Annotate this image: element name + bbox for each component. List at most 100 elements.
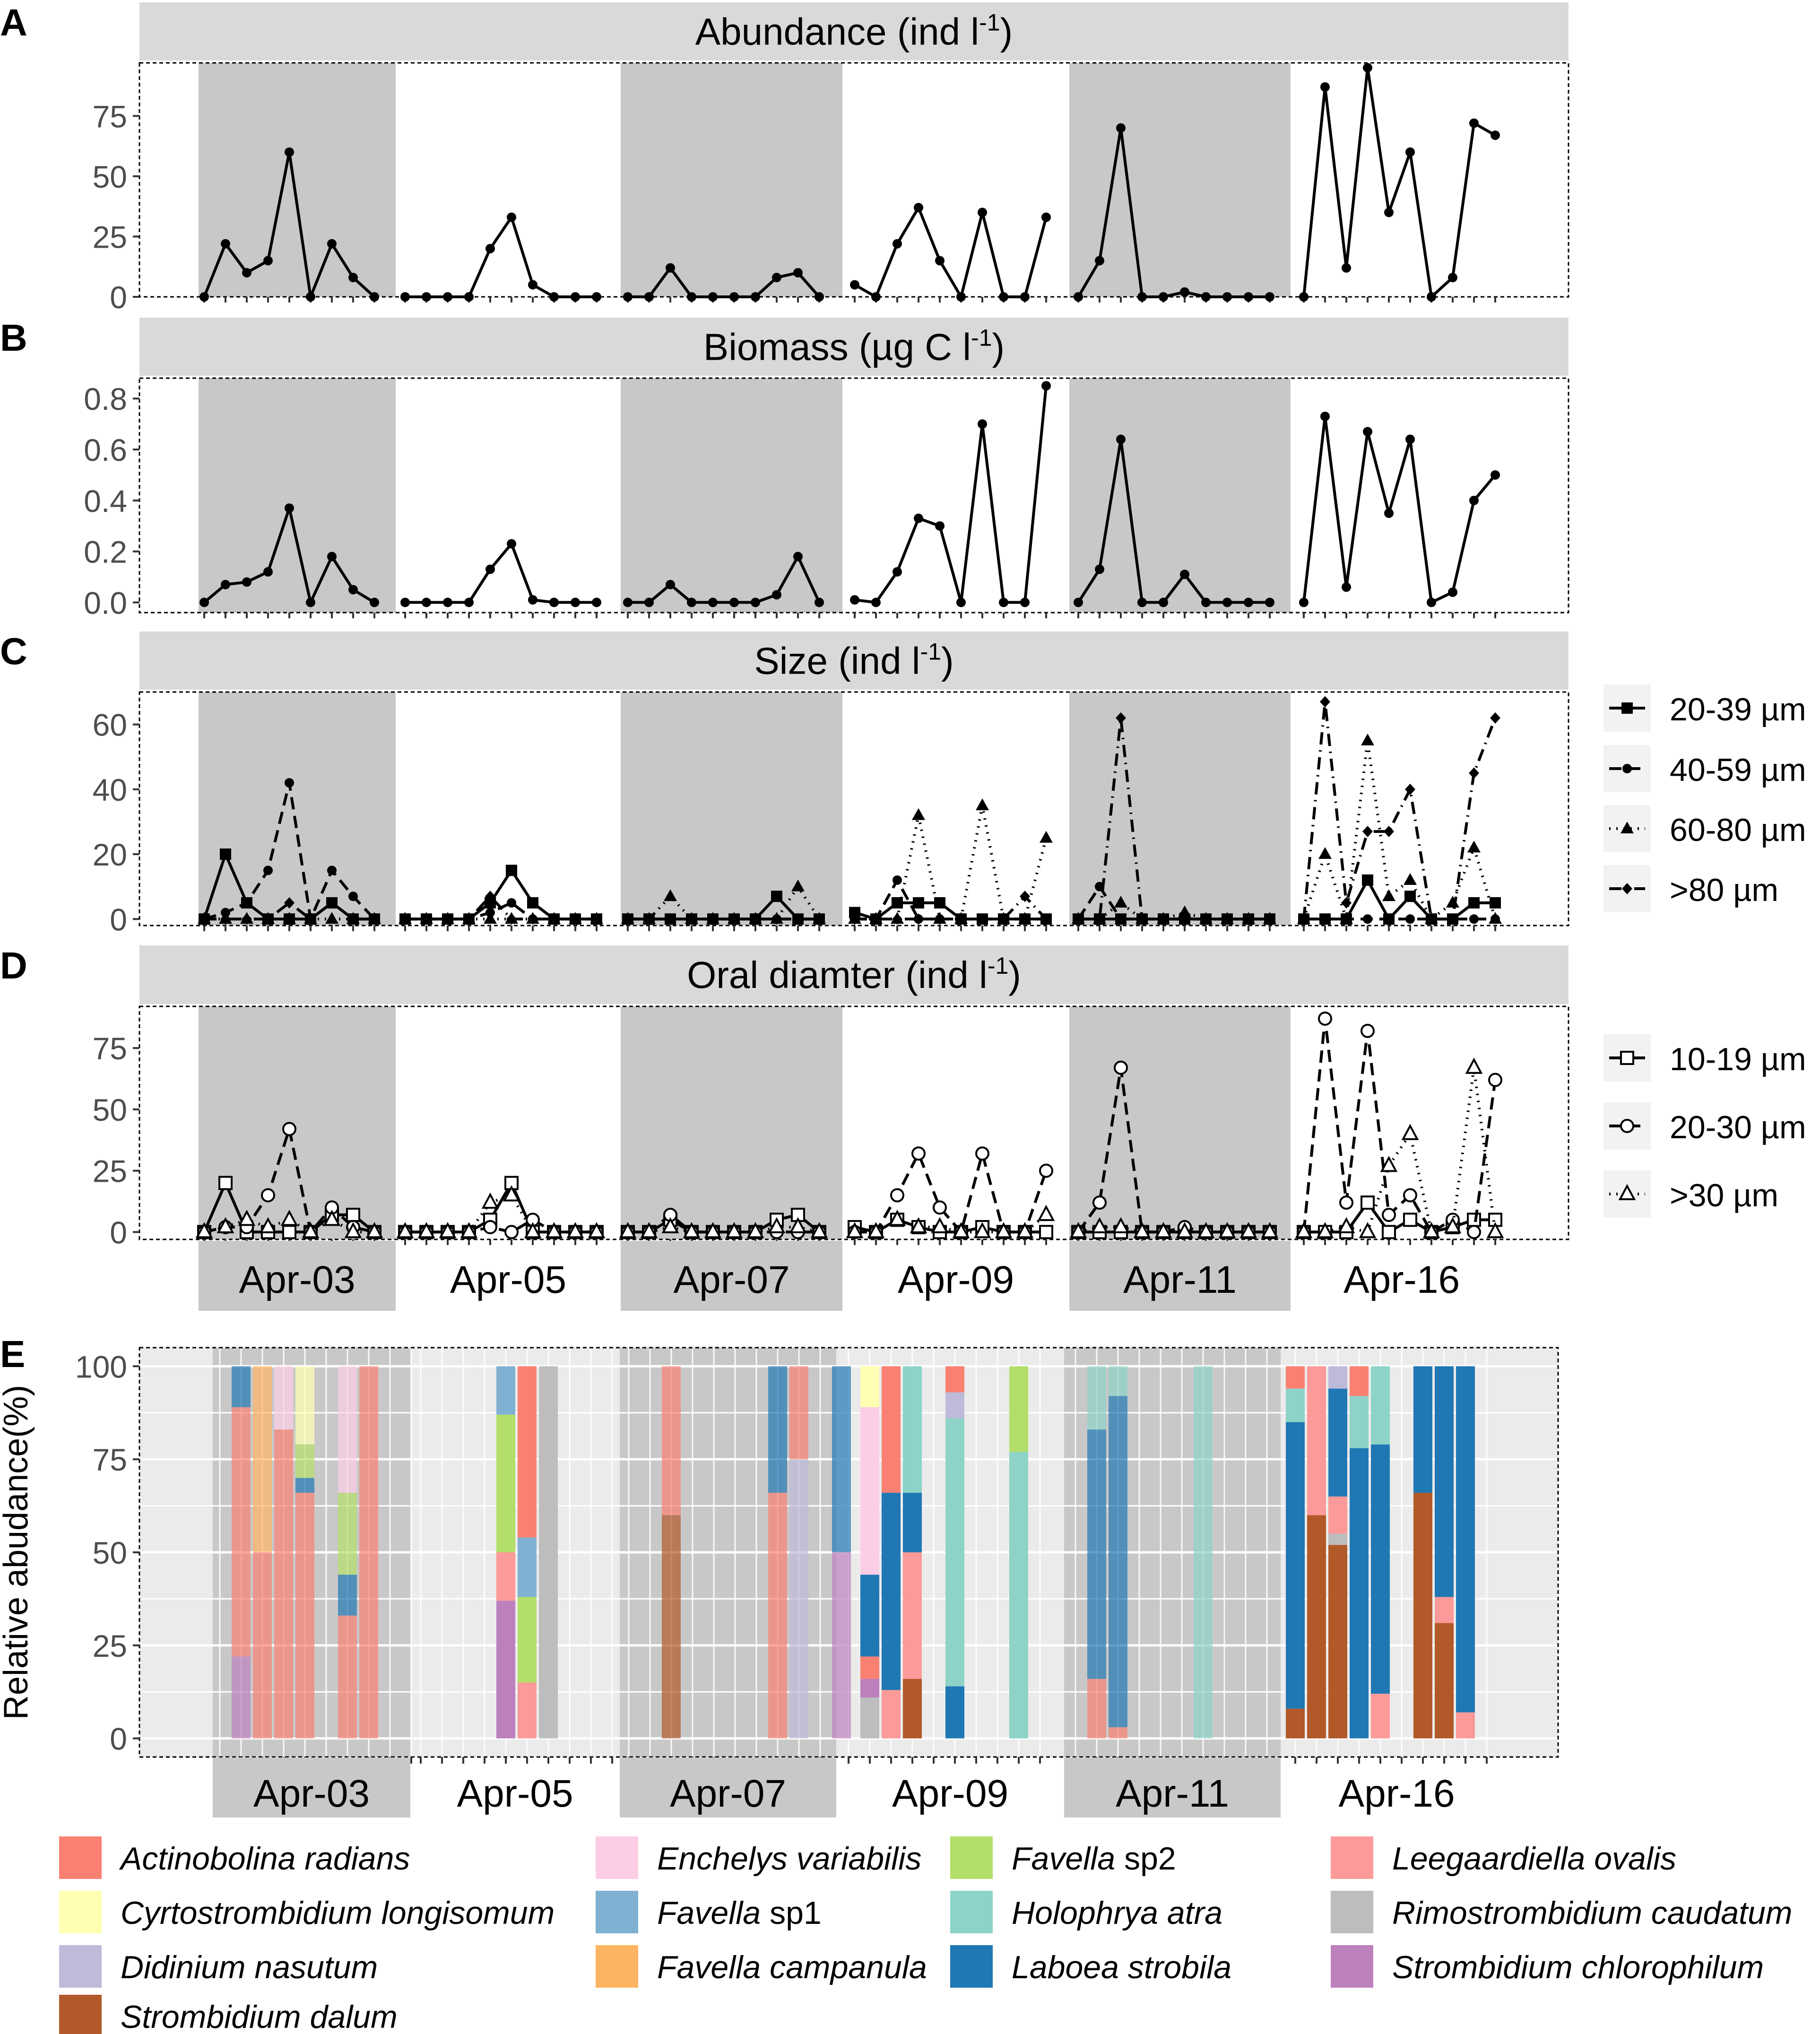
data-point bbox=[666, 263, 675, 273]
data-point bbox=[1041, 913, 1051, 925]
data-point bbox=[1467, 1212, 1481, 1227]
data-point bbox=[644, 913, 654, 925]
bar-segment bbox=[1009, 1452, 1028, 1739]
data-point bbox=[588, 1222, 606, 1238]
data-point bbox=[242, 898, 251, 908]
species-legend-item: Leegaardiella ovalis bbox=[1331, 1836, 1676, 1879]
legend-label: Favella sp2 bbox=[1012, 1841, 1176, 1877]
bar-segment bbox=[1413, 1493, 1432, 1739]
data-point bbox=[545, 1222, 563, 1238]
data-point bbox=[892, 897, 903, 909]
data-point bbox=[846, 1222, 864, 1238]
bar-segment bbox=[338, 1493, 357, 1575]
data-point bbox=[1384, 914, 1394, 924]
data-point bbox=[592, 597, 601, 607]
panel-title-end: ) bbox=[992, 326, 1005, 368]
data-point bbox=[1133, 1222, 1151, 1238]
series-line bbox=[1078, 901, 1270, 921]
bar-segment bbox=[860, 1366, 879, 1407]
series-line bbox=[854, 901, 1046, 921]
data-point bbox=[504, 1176, 519, 1190]
data-point bbox=[464, 597, 474, 607]
legend-c-item: 20-39 µm bbox=[1603, 684, 1806, 732]
data-point bbox=[284, 897, 295, 909]
legend-swatch bbox=[59, 1891, 102, 1933]
bar-segment bbox=[496, 1366, 515, 1415]
legend-label: Actinobolina radians bbox=[119, 1841, 410, 1877]
data-point bbox=[893, 875, 902, 885]
bar-segment bbox=[232, 1656, 251, 1739]
data-point bbox=[978, 208, 987, 217]
species-legend-item: Actinobolina radians bbox=[59, 1836, 410, 1879]
series-line bbox=[405, 216, 597, 298]
bar-segment bbox=[903, 1366, 922, 1493]
stacked-bar bbox=[1286, 1366, 1305, 1739]
bar-segment bbox=[1087, 1366, 1106, 1430]
bar-segment bbox=[539, 1366, 558, 1739]
data-point bbox=[1469, 495, 1479, 505]
panel-letter: D bbox=[0, 944, 27, 987]
data-point bbox=[729, 913, 739, 925]
y-tick-label: 0 bbox=[110, 1722, 127, 1757]
data-point bbox=[665, 913, 676, 925]
legend-d-item: >30 µm bbox=[1603, 1170, 1778, 1218]
series-line bbox=[1302, 1017, 1497, 1234]
panel-strip bbox=[139, 632, 1569, 690]
legend-swatch bbox=[596, 1945, 638, 1988]
data-point bbox=[285, 503, 294, 513]
data-point bbox=[1176, 1222, 1194, 1238]
panel-letter: E bbox=[0, 1333, 25, 1375]
legend-swatch bbox=[59, 1995, 102, 2034]
panel-title: Biomass (µg C l-1) bbox=[703, 325, 1005, 368]
bar-segment bbox=[1371, 1444, 1390, 1694]
day-shade bbox=[199, 378, 396, 613]
bar-segment bbox=[496, 1414, 515, 1552]
data-point bbox=[1095, 256, 1104, 266]
data-point bbox=[327, 866, 337, 875]
data-point bbox=[1403, 1188, 1417, 1203]
legend-marker bbox=[1622, 764, 1632, 773]
panel-d: Oral diamter (ind l-1) 0 25 50 75 bbox=[93, 945, 1569, 1250]
data-point bbox=[977, 913, 988, 925]
data-point bbox=[619, 1222, 637, 1238]
data-point bbox=[661, 1217, 679, 1234]
stacked-bar bbox=[1109, 1366, 1127, 1739]
data-point bbox=[850, 595, 859, 605]
stacked-bar bbox=[359, 1366, 378, 1739]
data-point bbox=[810, 1222, 828, 1238]
data-point bbox=[464, 292, 474, 302]
date-shade bbox=[1069, 1241, 1291, 1311]
species-legend-item: Favella campanula bbox=[596, 1945, 927, 1988]
panel-title-sup: -1 bbox=[971, 325, 992, 351]
data-point bbox=[911, 1146, 926, 1161]
data-point bbox=[1137, 597, 1147, 607]
legend-marker bbox=[1621, 702, 1633, 714]
panel-title: Size (ind l-1) bbox=[754, 639, 953, 682]
data-point bbox=[1037, 1204, 1055, 1221]
data-point bbox=[1239, 1222, 1257, 1238]
data-point bbox=[417, 1222, 435, 1238]
species-legend-item: Strombidium chlorophilum bbox=[1331, 1945, 1764, 1988]
bar-segment bbox=[1307, 1366, 1326, 1515]
bar-segment bbox=[1009, 1366, 1028, 1452]
series--30-m bbox=[195, 1057, 1504, 1238]
data-point bbox=[1243, 913, 1254, 925]
data-point bbox=[1339, 1195, 1353, 1210]
data-point bbox=[871, 913, 881, 925]
legend-species-name: Laboea strobila bbox=[1012, 1949, 1231, 1985]
series-line bbox=[1077, 1066, 1270, 1234]
stacked-bar bbox=[539, 1366, 558, 1739]
y-tick-label: 50 bbox=[93, 1535, 127, 1570]
data-point bbox=[443, 597, 452, 607]
bar-segment bbox=[295, 1444, 314, 1478]
data-point bbox=[683, 1222, 701, 1238]
bar-segment bbox=[1286, 1422, 1305, 1709]
day-shade bbox=[621, 692, 842, 926]
bar-segment bbox=[1328, 1545, 1347, 1739]
legend-label: 20-30 µm bbox=[1670, 1109, 1806, 1145]
y-tick-label: 60 bbox=[93, 708, 127, 743]
panel-title-main: Abundance (ind l bbox=[695, 11, 979, 53]
data-point bbox=[1488, 1073, 1502, 1087]
series-line bbox=[628, 885, 821, 921]
data-point bbox=[1447, 913, 1458, 925]
